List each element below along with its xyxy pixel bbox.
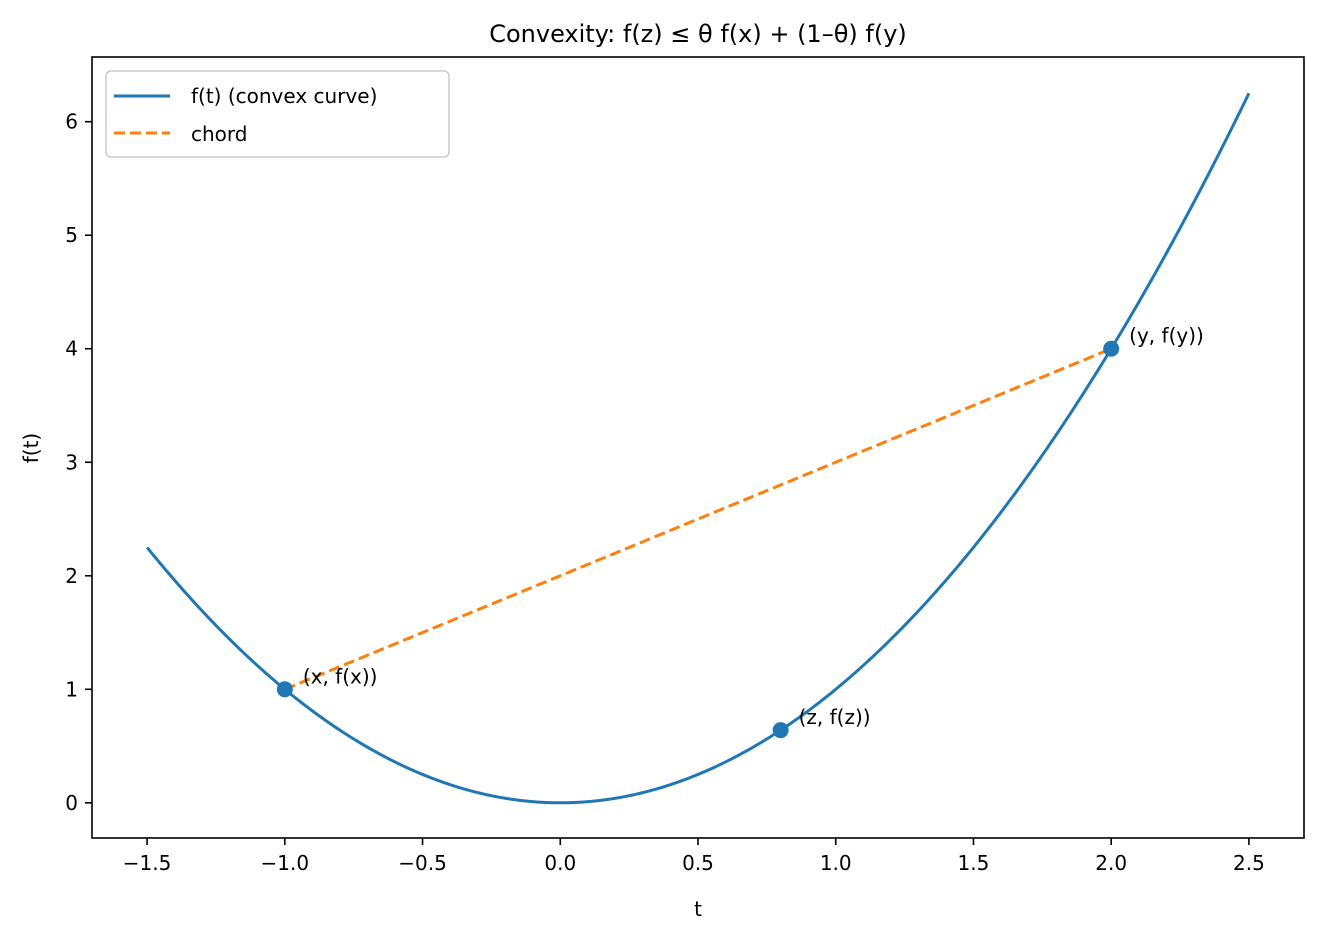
chart-title: Convexity: f(z) ≤ θ f(x) + (1–θ) f(y) [489, 20, 907, 48]
y-axis-label: f(t) [19, 433, 43, 464]
x-axis-label: t [694, 897, 702, 921]
x-tick-label: 0.5 [682, 851, 714, 875]
legend-label-chord: chord [191, 122, 247, 146]
axes-ticks: −1.5 −1.0 −0.5 0.0 0.5 1.0 1.5 2.0 2.5 0 1 2 3 4 5 6 [65, 110, 1265, 875]
y-tick-label: 3 [65, 450, 78, 474]
data-point-0 [276, 681, 293, 698]
y-tick-label: 1 [65, 677, 78, 701]
x-tick-label: 2.0 [1095, 851, 1127, 875]
legend: f(t) (convex curve) chord [105, 70, 450, 158]
x-tick-label: 0.0 [544, 851, 576, 875]
y-tick-label: 0 [65, 791, 78, 815]
point-annotation-1: (z, f(z)) [799, 705, 871, 729]
data-point-2 [1103, 340, 1120, 357]
x-tick-label: 1.0 [820, 851, 852, 875]
x-tick-label: 1.5 [958, 851, 990, 875]
x-tick-label: 2.5 [1233, 851, 1265, 875]
legend-label-curve: f(t) (convex curve) [191, 84, 377, 108]
legend-box [105, 70, 450, 158]
y-tick-label: 4 [65, 337, 78, 361]
x-tick-label: −0.5 [398, 851, 447, 875]
x-tick-label: −1.0 [261, 851, 310, 875]
plot-area: (x, f(x)) (z, f(z)) (y, f(y)) [145, 92, 1251, 805]
point-annotation-0: (x, f(x)) [303, 664, 378, 688]
y-tick-label: 5 [65, 223, 78, 247]
point-annotation-2: (y, f(y)) [1129, 324, 1204, 348]
data-point-1 [772, 722, 789, 739]
axes-frame [91, 56, 1305, 839]
series-line-chord [284, 347, 1112, 691]
y-tick-label: 6 [65, 110, 78, 134]
x-tick-label: −1.5 [123, 851, 172, 875]
series-line-convex-curve [145, 92, 1251, 805]
y-tick-label: 2 [65, 564, 78, 588]
